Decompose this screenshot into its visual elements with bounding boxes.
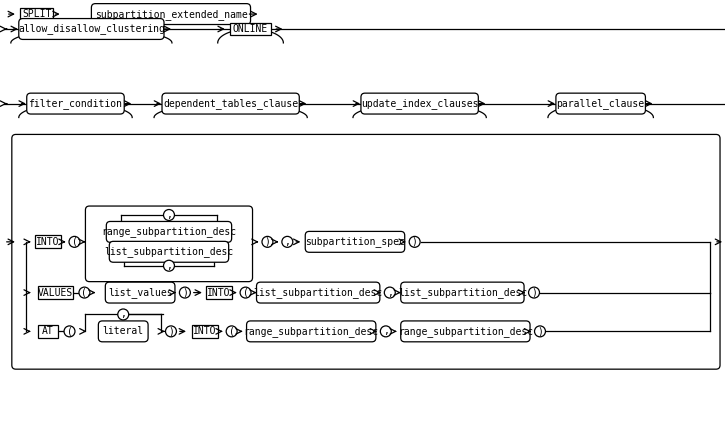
- Text: INTO: INTO: [36, 237, 59, 247]
- FancyBboxPatch shape: [38, 325, 57, 338]
- Circle shape: [262, 236, 273, 247]
- Text: ,: ,: [120, 309, 126, 319]
- Text: range_subpartition_desc: range_subpartition_desc: [102, 226, 236, 238]
- Text: AT: AT: [42, 327, 54, 336]
- Circle shape: [384, 287, 395, 298]
- FancyBboxPatch shape: [27, 93, 124, 114]
- Text: parallel_clause: parallel_clause: [557, 98, 645, 109]
- Circle shape: [117, 309, 129, 320]
- Text: ,: ,: [166, 261, 172, 271]
- Text: subpartition_spec: subpartition_spec: [305, 236, 405, 247]
- Text: list_subpartition_desc: list_subpartition_desc: [104, 247, 233, 257]
- Circle shape: [164, 260, 175, 271]
- FancyBboxPatch shape: [35, 235, 61, 248]
- Text: VALUES: VALUES: [38, 288, 73, 297]
- Circle shape: [282, 236, 293, 247]
- Circle shape: [164, 210, 175, 220]
- FancyBboxPatch shape: [99, 321, 148, 342]
- Text: range_subpartition_desc: range_subpartition_desc: [244, 326, 378, 337]
- Circle shape: [409, 236, 420, 247]
- Text: dependent_tables_clause: dependent_tables_clause: [163, 98, 298, 109]
- Text: (: (: [81, 288, 88, 297]
- FancyBboxPatch shape: [20, 8, 53, 21]
- Circle shape: [79, 287, 90, 298]
- FancyBboxPatch shape: [401, 321, 530, 342]
- Text: update_index_clauses: update_index_clauses: [361, 98, 478, 109]
- FancyBboxPatch shape: [247, 321, 376, 342]
- Text: list_values: list_values: [108, 287, 173, 298]
- FancyBboxPatch shape: [305, 232, 405, 252]
- Text: list_subpartition_desc: list_subpartition_desc: [254, 287, 383, 298]
- Circle shape: [226, 326, 237, 337]
- Circle shape: [64, 326, 75, 337]
- Text: allow_disallow_clustering: allow_disallow_clustering: [18, 24, 165, 34]
- Text: INTO: INTO: [207, 288, 231, 297]
- Text: ): ): [265, 237, 270, 247]
- FancyBboxPatch shape: [12, 134, 720, 369]
- FancyBboxPatch shape: [109, 241, 228, 262]
- FancyBboxPatch shape: [361, 93, 478, 114]
- FancyBboxPatch shape: [206, 286, 232, 299]
- Text: INTO: INTO: [193, 327, 217, 336]
- Text: (: (: [243, 288, 249, 297]
- FancyBboxPatch shape: [162, 93, 299, 114]
- Circle shape: [240, 287, 251, 298]
- Text: ): ): [182, 288, 188, 297]
- Text: ): ): [168, 327, 174, 336]
- Circle shape: [534, 326, 545, 337]
- FancyBboxPatch shape: [107, 221, 232, 242]
- Circle shape: [529, 287, 539, 298]
- Text: literal: literal: [103, 327, 144, 336]
- Text: (: (: [72, 237, 78, 247]
- Text: ): ): [531, 288, 537, 297]
- Text: list_subpartition_desc: list_subpartition_desc: [398, 287, 527, 298]
- FancyBboxPatch shape: [91, 3, 251, 24]
- FancyBboxPatch shape: [19, 18, 164, 39]
- Text: (: (: [228, 327, 235, 336]
- Text: ): ): [412, 237, 418, 247]
- FancyBboxPatch shape: [556, 93, 645, 114]
- FancyBboxPatch shape: [401, 282, 524, 303]
- Text: subpartition_extended_name: subpartition_extended_name: [94, 9, 247, 20]
- Text: (: (: [67, 327, 73, 336]
- FancyBboxPatch shape: [105, 282, 175, 303]
- FancyBboxPatch shape: [38, 286, 73, 299]
- Text: range_subpartition_desc: range_subpartition_desc: [398, 326, 533, 337]
- Text: ONLINE: ONLINE: [233, 24, 268, 34]
- Circle shape: [165, 326, 176, 337]
- Text: ,: ,: [166, 210, 172, 220]
- Text: filter_condition: filter_condition: [28, 98, 123, 109]
- Circle shape: [381, 326, 392, 337]
- Text: SPLIT: SPLIT: [22, 9, 51, 19]
- Text: ,: ,: [387, 288, 393, 297]
- FancyBboxPatch shape: [192, 325, 217, 338]
- FancyBboxPatch shape: [86, 206, 252, 282]
- FancyBboxPatch shape: [257, 282, 380, 303]
- Circle shape: [179, 287, 191, 298]
- Text: ): ): [537, 327, 543, 336]
- Text: ,: ,: [383, 327, 389, 336]
- Text: ,: ,: [284, 237, 290, 247]
- FancyBboxPatch shape: [230, 23, 271, 36]
- Circle shape: [69, 236, 80, 247]
